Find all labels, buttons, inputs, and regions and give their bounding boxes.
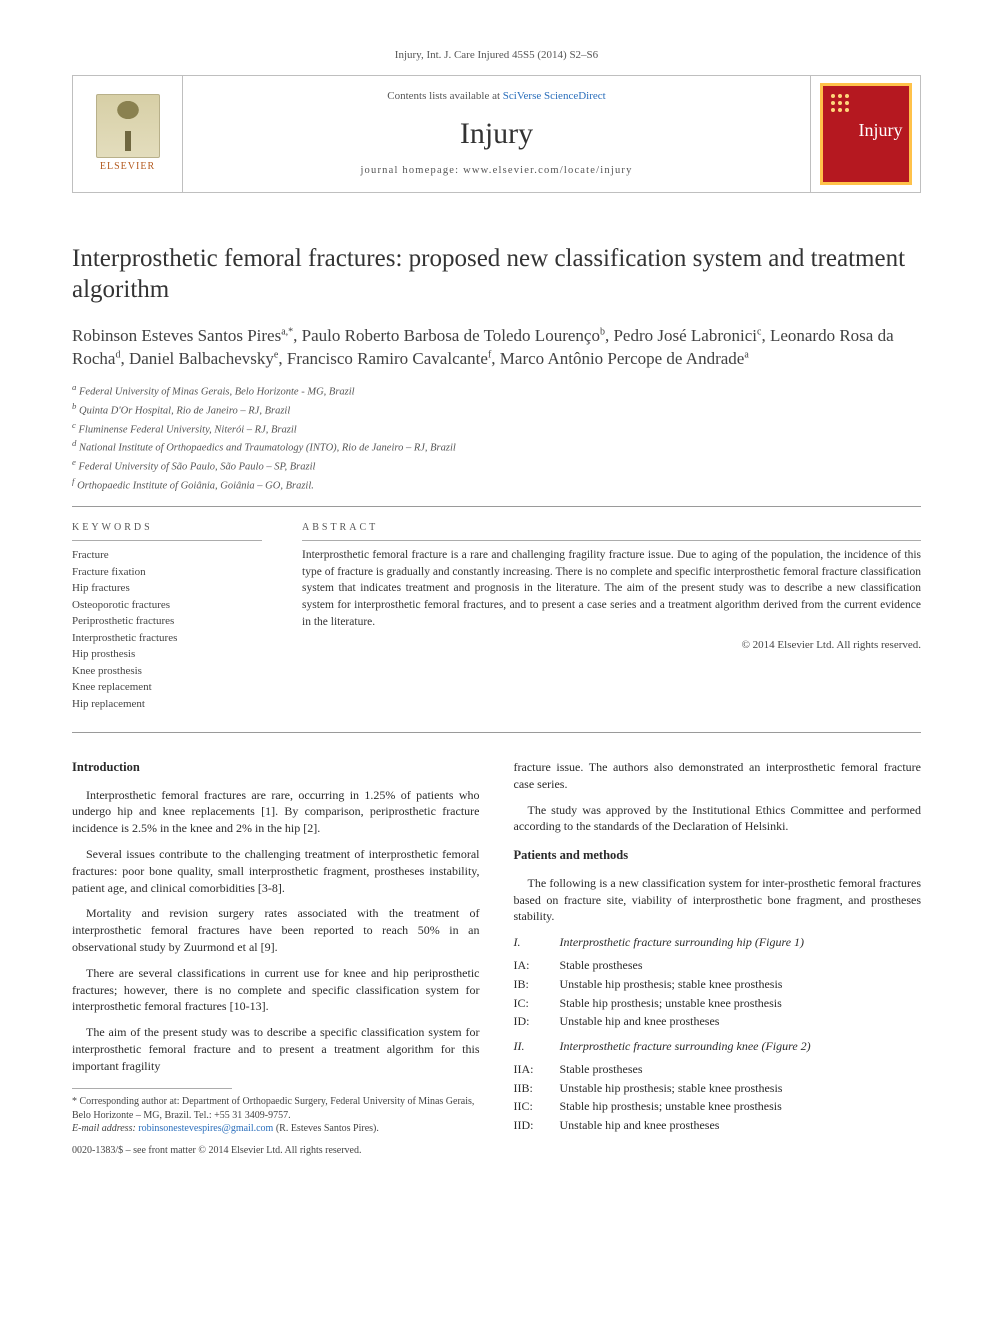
affiliation-line: d National Institute of Orthopaedics and… (72, 437, 921, 456)
section-heading-introduction: Introduction (72, 759, 480, 777)
paragraph: fracture issue. The authors also demonst… (514, 759, 922, 793)
keyword: Hip replacement (72, 696, 262, 713)
classification-label: IIB: (514, 1080, 540, 1097)
classification-text: Stable prostheses (560, 957, 643, 974)
paragraph: Several issues contribute to the challen… (72, 846, 480, 896)
keyword: Knee prosthesis (72, 663, 262, 680)
doi-line: 0020-1383/$ – see front matter © 2014 El… (72, 1144, 921, 1158)
contents-line: Contents lists available at SciVerse Sci… (387, 89, 605, 104)
keyword: Osteoporotic fractures (72, 597, 262, 614)
affiliation-line: c Fluminense Federal University, Niterói… (72, 419, 921, 438)
affiliations: a Federal University of Minas Gerais, Be… (72, 381, 921, 493)
classification-text: Stable hip prosthesis; unstable knee pro… (560, 1098, 782, 1115)
section-heading-methods: Patients and methods (514, 847, 922, 865)
divider (72, 540, 262, 541)
keyword: Hip prosthesis (72, 646, 262, 663)
classification-text: Unstable hip and knee prostheses (560, 1117, 720, 1134)
classification-text: Unstable hip prosthesis; stable knee pro… (560, 976, 783, 993)
classification-text: Stable hip prosthesis; unstable knee pro… (560, 995, 782, 1012)
journal-masthead: ELSEVIER Contents lists available at Sci… (72, 75, 921, 193)
sciencedirect-link[interactable]: SciVerse ScienceDirect (503, 90, 606, 102)
classification-text: Unstable hip prosthesis; stable knee pro… (560, 1080, 783, 1097)
article-title: Interprosthetic femoral fractures: propo… (72, 243, 921, 306)
keyword: Fracture (72, 547, 262, 564)
classification-label: ID: (514, 1013, 540, 1030)
keyword: Periprosthetic fractures (72, 613, 262, 630)
publisher-logo: ELSEVIER (73, 76, 183, 192)
affiliation-line: a Federal University of Minas Gerais, Be… (72, 381, 921, 400)
classification-label: IA: (514, 957, 540, 974)
paragraph: The study was approved by the Institutio… (514, 802, 922, 836)
left-column: Introduction Interprosthetic femoral fra… (72, 759, 480, 1136)
journal-name: Injury (460, 114, 533, 155)
classification-label: IB: (514, 976, 540, 993)
cover-title: Injury (859, 118, 903, 142)
copyright-line: © 2014 Elsevier Ltd. All rights reserved… (302, 638, 921, 653)
keywords-heading: KEYWORDS (72, 521, 262, 535)
paragraph: Interprosthetic femoral fractures are ra… (72, 787, 480, 837)
classification-label: IID: (514, 1117, 540, 1134)
paragraph: The aim of the present study was to desc… (72, 1024, 480, 1074)
body-columns: Introduction Interprosthetic femoral fra… (72, 759, 921, 1136)
group-title-text: Interprosthetic fracture surrounding hip… (560, 934, 805, 951)
group-title-text: Interprosthetic fracture surrounding kne… (560, 1038, 811, 1055)
publisher-name: ELSEVIER (100, 160, 155, 174)
classification-label: IIA: (514, 1061, 540, 1078)
classification-group-title: I. Interprosthetic fracture surrounding … (514, 934, 922, 951)
affiliation-line: f Orthopaedic Institute of Goiânia, Goiâ… (72, 475, 921, 494)
abstract-block: ABSTRACT Interprosthetic femoral fractur… (302, 521, 921, 713)
classification-item: IIB: Unstable hip prosthesis; stable knee… (514, 1080, 922, 1097)
classification-text: Unstable hip and knee prostheses (560, 1013, 720, 1030)
affiliation-line: b Quinta D'Or Hospital, Rio de Janeiro –… (72, 400, 921, 419)
paragraph: Mortality and revision surgery rates ass… (72, 905, 480, 955)
keyword: Knee replacement (72, 679, 262, 696)
classification-list: IIA: Stable prostheses IIB: Unstable hip pr… (514, 1061, 922, 1134)
keyword: Fracture fixation (72, 564, 262, 581)
affiliation-line: e Federal University of São Paulo, São P… (72, 456, 921, 475)
roman-numeral: II. (514, 1038, 540, 1055)
paragraph: There are several classifications in cur… (72, 965, 480, 1015)
classification-item: ID: Unstable hip and knee prostheses (514, 1013, 922, 1030)
roman-numeral: I. (514, 934, 540, 951)
footnote-divider (72, 1088, 232, 1089)
classification-text: Stable prostheses (560, 1061, 643, 1078)
abstract-heading: ABSTRACT (302, 521, 921, 535)
elsevier-tree-icon (96, 94, 160, 158)
classification-label: IIC: (514, 1098, 540, 1115)
corresponding-author-footnote: * Corresponding author at: Department of… (72, 1095, 480, 1136)
classification-item: IIA: Stable prostheses (514, 1061, 922, 1078)
keywords-block: KEYWORDS FractureFracture fixationHip fr… (72, 521, 262, 713)
paragraph: The following is a new classification sy… (514, 875, 922, 925)
journal-homepage: journal homepage: www.elsevier.com/locat… (360, 164, 632, 178)
author-email-link[interactable]: robinsonestevespires@gmail.com (138, 1123, 273, 1134)
divider (72, 732, 921, 733)
contents-prefix: Contents lists available at (387, 90, 502, 102)
abstract-text: Interprosthetic femoral fracture is a ra… (302, 547, 921, 630)
classification-label: IC: (514, 995, 540, 1012)
classification-group-title: II. Interprosthetic fracture surrounding… (514, 1038, 922, 1055)
divider (302, 540, 921, 541)
footnote-text: * Corresponding author at: Department of… (72, 1095, 480, 1122)
classification-item: IIC: Stable hip prosthesis; unstable knee… (514, 1098, 922, 1115)
email-label: E-mail address: (72, 1123, 138, 1134)
divider (72, 506, 921, 507)
author-list: Robinson Esteves Santos Piresa,*, Paulo … (72, 325, 921, 371)
classification-item: IC: Stable hip prosthesis; unstable knee … (514, 995, 922, 1012)
journal-cover-thumb: Injury (810, 76, 920, 192)
classification-item: IA: Stable prostheses (514, 957, 922, 974)
right-column: fracture issue. The authors also demonst… (514, 759, 922, 1136)
classification-list: IA: Stable prostheses IB: Unstable hip pros… (514, 957, 922, 1030)
running-head: Injury, Int. J. Care Injured 45S5 (2014)… (72, 48, 921, 63)
keyword: Interprosthetic fractures (72, 630, 262, 647)
keyword: Hip fractures (72, 580, 262, 597)
classification-item: IID: Unstable hip and knee prostheses (514, 1117, 922, 1134)
email-suffix: (R. Esteves Santos Pires). (276, 1123, 379, 1134)
classification-item: IB: Unstable hip prosthesis; stable knee … (514, 976, 922, 993)
